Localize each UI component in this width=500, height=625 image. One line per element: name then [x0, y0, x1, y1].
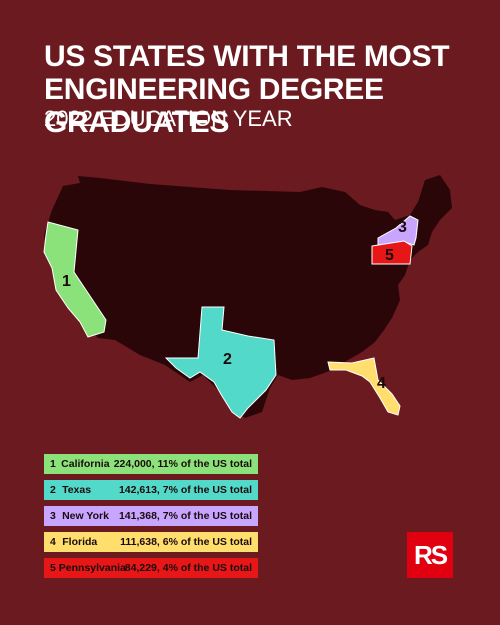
title-line-1: US STATES WITH THE MOST — [44, 40, 450, 73]
state-texas[interactable] — [164, 306, 277, 419]
logo-text: RS — [413, 539, 448, 570]
legend-row-pennsylvania: 5 Pennsylvania 84,229, 4% of the US tota… — [44, 558, 258, 578]
legend-state: Texas — [62, 484, 92, 496]
legend-rank: 2 — [50, 484, 56, 496]
legend-rank: 1 — [50, 458, 56, 470]
legend-value: 84,229, 4% of the US total — [124, 562, 252, 574]
map-label-florida: 4 — [377, 375, 386, 392]
legend-state: New York — [62, 510, 109, 522]
legend-value: 141,368, 7% of the US total — [118, 510, 252, 522]
legend-value: 111,638, 6% of the US total — [120, 536, 252, 548]
legend: 1 California 224,000, 11% of the US tota… — [44, 454, 258, 584]
legend-state: Florida — [62, 536, 98, 548]
legend-value: 224,000, 11% of the US total — [113, 458, 252, 470]
map-label-california: 1 — [62, 273, 71, 290]
legend-rank: 4 — [50, 536, 56, 548]
us-map: 1 2 3 5 4 — [43, 175, 452, 419]
rs-logo: RS — [407, 532, 453, 578]
state-california[interactable] — [43, 221, 107, 338]
legend-value: 142,613, 7% of the US total — [118, 484, 252, 496]
legend-state: California — [61, 458, 110, 470]
legend-rank: 3 — [50, 510, 56, 522]
state-florida[interactable] — [327, 357, 401, 416]
page-title: US STATES WITH THE MOST ENGINEERING DEGR… — [44, 40, 474, 139]
legend-row-florida: 4 Florida 111,638, 6% of the US total — [44, 532, 258, 552]
map-label-new-york: 3 — [398, 219, 407, 236]
legend-row-new-york: 3 New York 141,368, 7% of the US total — [44, 506, 258, 526]
us-landmass — [44, 175, 452, 418]
legend-row-texas: 2 Texas 142,613, 7% of the US total — [44, 480, 258, 500]
legend-row-california: 1 California 224,000, 11% of the US tota… — [44, 454, 258, 474]
legend-rank: 5 — [50, 562, 56, 574]
subtitle: 2022 EDUCATION YEAR — [44, 106, 293, 131]
title-line-2: ENGINEERING DEGREE GRADUATES — [44, 73, 384, 139]
state-pennsylvania[interactable] — [371, 240, 413, 265]
legend-state: Pennsylvania — [58, 562, 126, 574]
map-label-texas: 2 — [223, 351, 232, 368]
map-label-pennsylvania: 5 — [385, 247, 394, 264]
